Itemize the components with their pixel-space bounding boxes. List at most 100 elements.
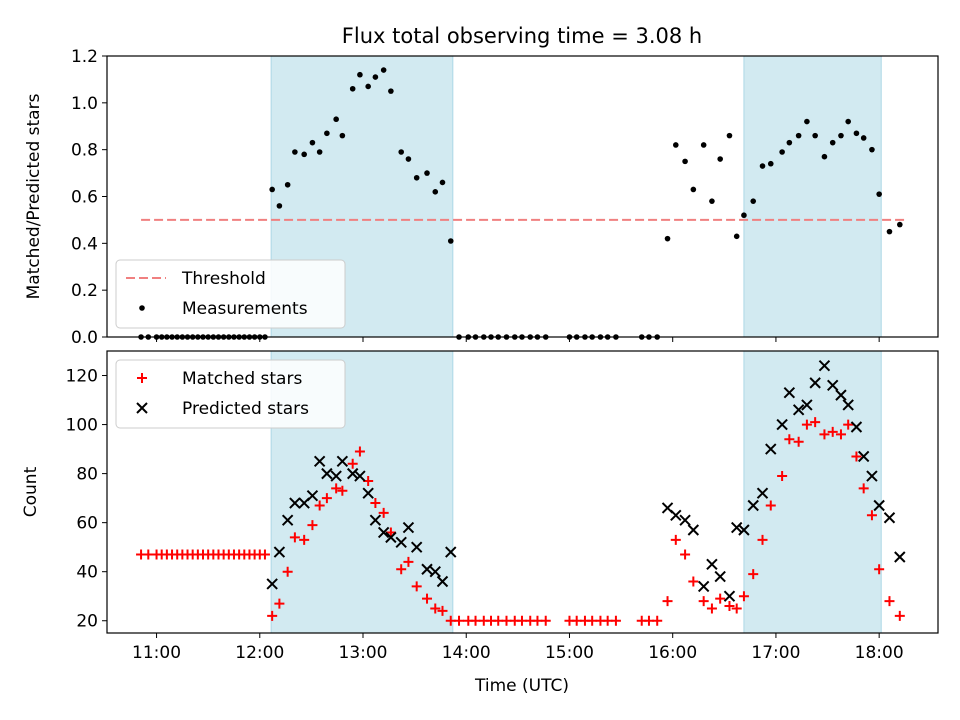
- counts-axes-frame: [106, 350, 939, 634]
- ratio-series-1-point-29: [301, 151, 307, 158]
- ratio-series-1-point-80: [750, 198, 757, 204]
- ratio-ytick-label-4: 0.6: [71, 188, 98, 208]
- counts-series-2-point-23: [445, 546, 457, 558]
- counts-series-2-point-1: [266, 578, 278, 590]
- counts-series-1-point-83: [777, 471, 788, 482]
- ratio-series-1-point-89: [829, 139, 836, 146]
- counts-series-2-point-14: [369, 514, 382, 526]
- counts-series-1-point-81: [757, 534, 768, 545]
- ratio-series-1-point-71: [672, 142, 679, 148]
- ratio-y-axis-label: Matched/Predicted stars: [24, 93, 44, 299]
- counts-series-1-point-86: [801, 419, 812, 430]
- counts-series-2-point-19: [410, 541, 423, 553]
- counts-series-2-point-39: [792, 404, 805, 416]
- xtick-label-6: 16:00: [648, 643, 697, 663]
- counts-series-1-point-66: [610, 615, 621, 626]
- ratio-legend: Threshold Measurements: [115, 259, 346, 329]
- ratio-series-1-point-35: [349, 85, 356, 92]
- counts-series-2-point-22: [436, 575, 449, 588]
- counts-series-1-point-39: [378, 507, 389, 518]
- counts-series-2-point-50: [883, 512, 896, 524]
- ratio-ytick-label-6: 1.0: [71, 94, 98, 114]
- counts-series-1-point-74: [698, 596, 709, 607]
- ratio-series-1-point-95: [876, 191, 882, 197]
- counts-series-1-point-44: [422, 593, 433, 604]
- counts-series-1-point-71: [670, 534, 681, 545]
- counts-series-2-point-48: [866, 470, 878, 482]
- counts-series-2-point-16: [385, 531, 397, 544]
- counts-legend: Matched stars Predicted stars: [115, 359, 346, 429]
- counts-series-2-point-31: [723, 590, 736, 602]
- counts-ytick-label-2: 40: [76, 563, 98, 583]
- counts-series-1-point-33: [331, 483, 342, 494]
- counts-series-1-point-40: [385, 527, 396, 538]
- counts-series-1-point-87: [810, 417, 821, 428]
- ratio-series-1-point-33: [333, 116, 339, 123]
- counts-series-1-point-77: [724, 601, 735, 612]
- counts-series-2-point-2: [273, 546, 286, 558]
- counts-series-2-point-47: [857, 450, 870, 463]
- counts-series-1-point-59: [540, 615, 551, 626]
- counts-series-1-point-72: [680, 549, 691, 560]
- counts-series-1-point-93: [858, 483, 869, 494]
- counts-series-2-point-12: [354, 470, 366, 482]
- ratio-series-1-point-97: [897, 221, 903, 228]
- xtick-label-5: 15:00: [545, 643, 594, 663]
- counts-series-1-point-25: [267, 610, 278, 621]
- counts-series-1-point-32: [321, 493, 332, 504]
- count-panel: 20 40 60 80 100 120 11:00 12:00 13:00 14:00 15:00 1…: [21, 350, 939, 663]
- ratio-ytick-label-2: 0.2: [71, 281, 98, 301]
- counts-series-1-point-31: [314, 500, 325, 511]
- counts-series-1-point-27: [282, 566, 293, 577]
- counts-legend-swatch-1: [137, 373, 147, 383]
- counts-legend-swatch-2: [136, 402, 148, 414]
- counts-series-1-point-41: [396, 564, 407, 575]
- counts-series-1-point-46: [437, 605, 448, 616]
- counts-series-2-point-41: [809, 377, 821, 389]
- ratio-series-1-point-70: [664, 235, 671, 242]
- ratio-ytick-label-5: 0.8: [71, 141, 98, 161]
- ratio-legend-swatch-2: [139, 305, 145, 311]
- xtick-label-1: 11:00: [132, 643, 181, 663]
- ratio-series-1-point-82: [767, 160, 774, 167]
- ratio-series-1-point-44: [424, 170, 430, 176]
- counts-series-2-point-27: [687, 524, 700, 536]
- counts-series-2-point-7: [313, 455, 326, 468]
- xtick-label-2: 12:00: [235, 643, 284, 663]
- counts-ytick-label-3: 60: [76, 514, 98, 534]
- counts-series-1-point-75: [706, 603, 717, 614]
- ratio-series-1-point-46: [439, 179, 446, 186]
- counts-series-2-point-49: [873, 499, 885, 512]
- counts-series-2-point-11: [346, 467, 359, 480]
- counts-series-2-point-6: [306, 489, 319, 502]
- ratio-series-1-point-45: [432, 189, 439, 195]
- counts-series-2-point-46: [850, 421, 863, 433]
- counts-series-1-point-29: [299, 534, 310, 545]
- counts-series-2-point-21: [429, 565, 441, 578]
- counts-series-2-point-36: [765, 443, 777, 455]
- ratio-series-1-point-96: [886, 228, 893, 235]
- observing-window-2: [743, 350, 882, 634]
- ratio-series-1-point-43: [413, 174, 420, 181]
- counts-series-1-point-76: [715, 593, 726, 604]
- counts-ytick-label-5: 100: [66, 416, 98, 436]
- counts-legend-label-2: Predicted stars: [182, 399, 309, 419]
- ratio-series-1-point-83: [779, 149, 785, 155]
- ratio-series-1-point-88: [821, 153, 828, 160]
- counts-series-2-point-29: [706, 558, 718, 571]
- counts-series-2-point-45: [842, 399, 854, 411]
- counts-series-2-point-34: [747, 499, 759, 512]
- counts-series-1-point-97: [894, 610, 905, 621]
- ratio-series-1-point-75: [709, 198, 715, 204]
- counts-series-1-point-91: [843, 419, 854, 430]
- ratio-legend-label-2: Measurements: [182, 299, 308, 319]
- counts-series-1-point-35: [347, 458, 358, 469]
- counts-series-2-point-20: [421, 563, 433, 575]
- counts-series-1-point-42: [403, 556, 414, 567]
- counts-series-1-point-82: [765, 500, 776, 511]
- ratio-series-1-point-28: [292, 149, 298, 155]
- counts-series-1-point-24: [259, 549, 270, 560]
- counts-series-1-point-30: [307, 520, 318, 531]
- ratio-series-1-point-74: [700, 142, 707, 148]
- counts-series-1-point-88: [819, 429, 830, 440]
